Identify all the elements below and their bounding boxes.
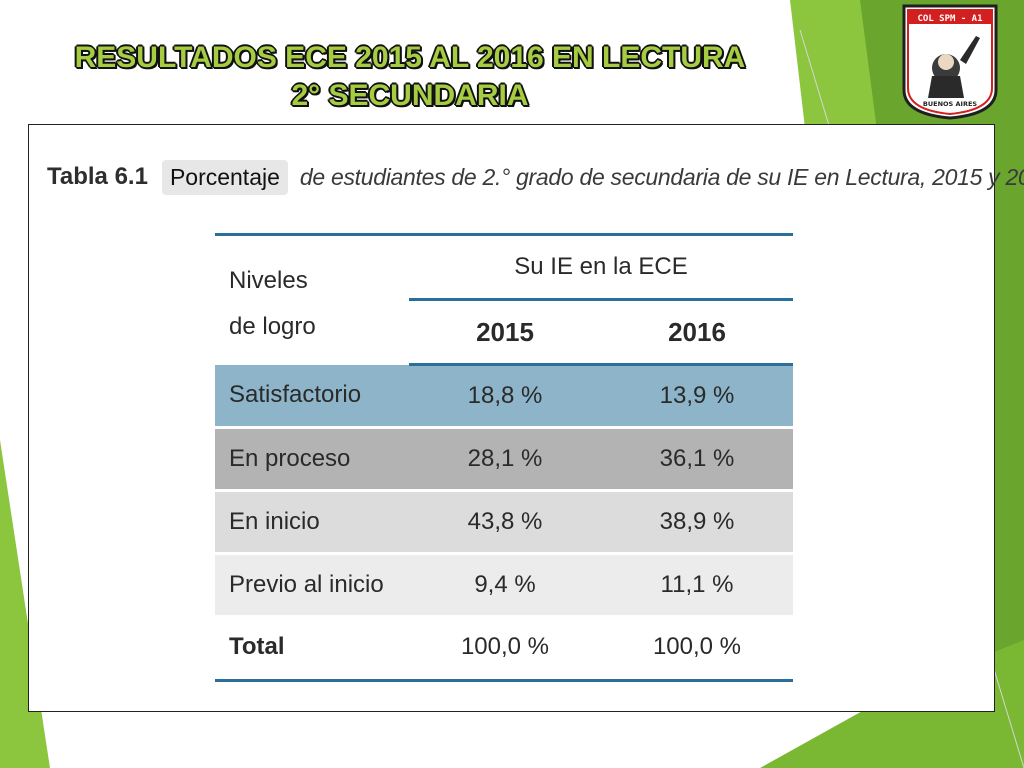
row-label: En proceso	[215, 427, 409, 492]
row-value-2015: 43,8 %	[409, 490, 601, 555]
table-panel: Tabla 6.1 Porcentaje de estudiantes de 2…	[28, 124, 1024, 712]
slide-title-line1: RESULTADOS ECE 2015 AL 2016 EN LECTURA	[74, 41, 746, 74]
row-value-2016: 11,1 %	[601, 553, 793, 615]
header-levels-label: Niveles de logro	[215, 233, 409, 365]
row-value-2015: 28,1 %	[409, 427, 601, 492]
row-value-2016: 38,9 %	[601, 490, 793, 555]
caption-description: de estudiantes de 2.° grado de secundari…	[299, 163, 1024, 190]
table-total-row: Total 100,0 % 100,0 %	[215, 615, 793, 682]
school-crest-logo: COL SPM - A1 BUENOS AIRES	[902, 4, 998, 120]
table-row: En proceso 28,1 % 36,1 %	[215, 427, 793, 492]
total-value-2016: 100,0 %	[601, 615, 793, 682]
row-value-2016: 36,1 %	[601, 427, 793, 492]
total-value-2015: 100,0 %	[409, 615, 601, 682]
caption-highlight-box: Porcentaje	[161, 159, 288, 195]
row-label: En inicio	[215, 490, 409, 555]
logo-bottom-text: BUENOS AIRES	[923, 100, 977, 108]
caption-table-number: Tabla 6.1	[47, 163, 148, 190]
table-caption: Tabla 6.1 Porcentaje de estudiantes de 2…	[47, 155, 1024, 199]
row-value-2015: 18,8 %	[409, 364, 601, 429]
total-label: Total	[215, 615, 409, 682]
header-levels-line2: de logro	[229, 313, 316, 340]
table-row: Previo al inicio 9,4 % 11,1 %	[215, 553, 793, 615]
results-table: Niveles de logro Su IE en la ECE 2015 20…	[215, 233, 793, 682]
row-value-2015: 9,4 %	[409, 553, 601, 615]
table-row: En inicio 43,8 % 38,9 %	[215, 490, 793, 555]
row-label: Satisfactorio	[215, 364, 409, 429]
header-year-2016: 2016	[601, 299, 793, 366]
slide-title-line2: 2° SECUNDARIA	[291, 79, 529, 112]
row-label: Previo al inicio	[215, 553, 409, 615]
row-value-2016: 13,9 %	[601, 364, 793, 429]
logo-top-text: COL SPM - A1	[917, 14, 982, 24]
header-group-label: Su IE en la ECE	[409, 233, 793, 301]
header-levels-line1: Niveles	[229, 267, 308, 294]
header-year-2015: 2015	[409, 299, 601, 366]
table-row: Satisfactorio 18,8 % 13,9 %	[215, 364, 793, 429]
